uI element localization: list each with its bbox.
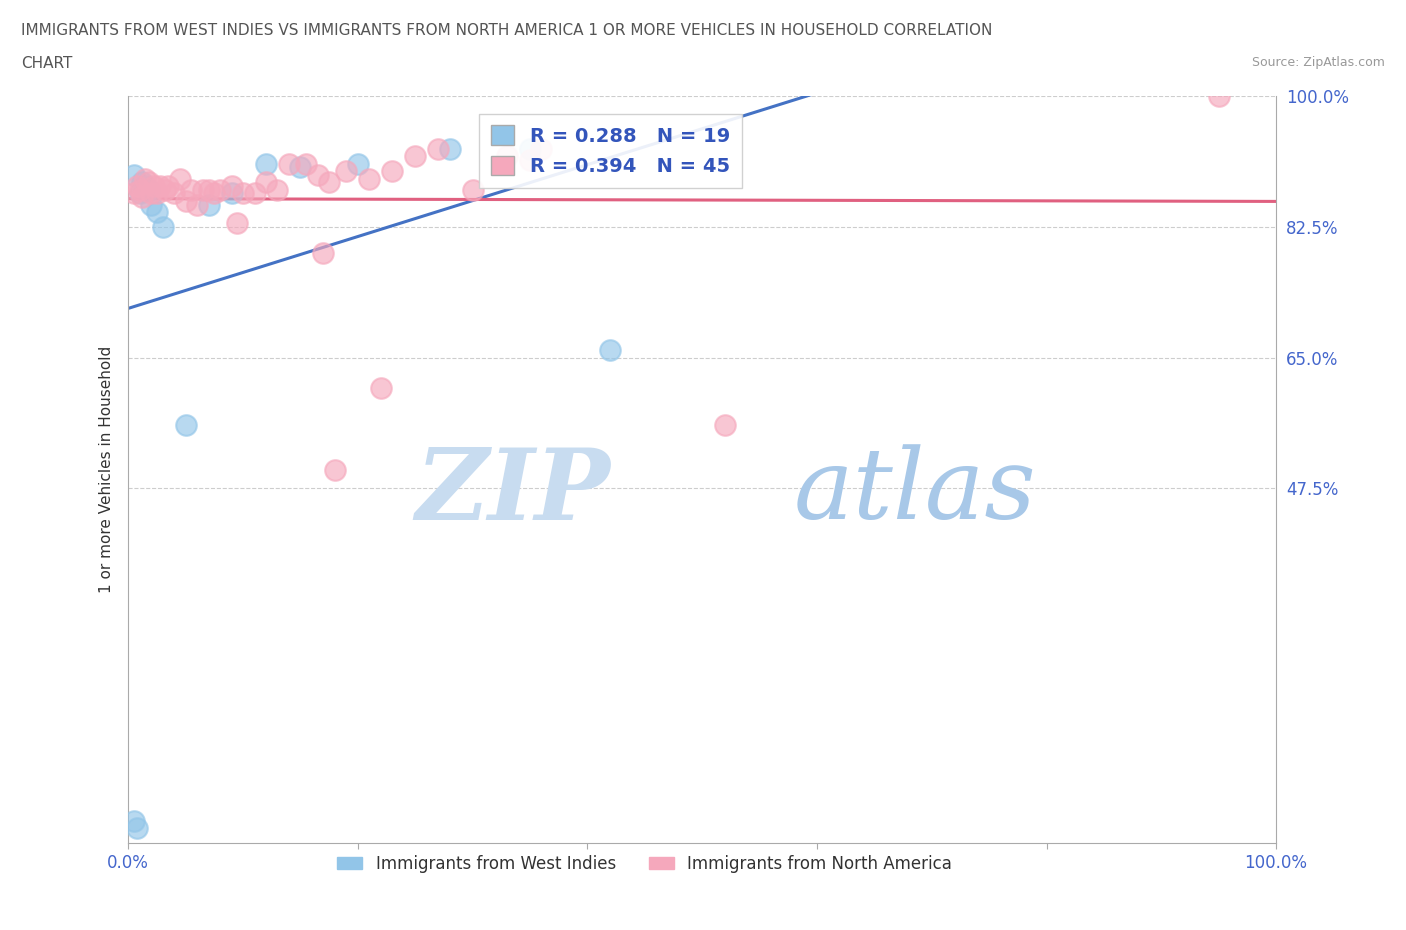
Point [128,186,150,201]
Point [290,160,312,175]
Point [149,179,172,193]
Point [131,175,153,190]
Text: IMMIGRANTS FROM WEST INDIES VS IMMIGRANTS FROM NORTH AMERICA 1 OR MORE VEHICLES : IMMIGRANTS FROM WEST INDIES VS IMMIGRANT… [21,23,993,38]
Text: CHART: CHART [21,56,73,71]
Point [221,186,243,201]
Point [157,179,180,193]
Point [312,246,335,260]
Point [163,186,186,201]
Point [254,156,277,171]
Point [202,186,225,201]
Point [243,186,266,201]
Point [461,182,484,197]
Point [191,182,214,197]
Point [146,186,169,201]
Point [127,821,149,836]
Point [359,171,381,186]
Point [122,814,145,829]
Point [169,171,191,186]
Point [519,153,541,167]
Point [370,380,392,395]
Point [278,156,301,171]
Point [138,182,160,197]
Text: Source: ZipAtlas.com: Source: ZipAtlas.com [1251,56,1385,69]
Point [295,156,318,171]
Point [209,182,232,197]
Point [197,197,219,212]
Point [254,175,277,190]
Text: atlas: atlas [794,445,1036,539]
Point [142,179,165,193]
Point [335,164,357,179]
Point [127,179,149,193]
Point [381,164,404,179]
Point [307,167,329,182]
Point [141,197,163,212]
Point [346,156,368,171]
Legend: Immigrants from West Indies, Immigrants from North America: Immigrants from West Indies, Immigrants … [330,848,959,880]
Point [186,197,208,212]
Point [232,186,254,201]
Point [530,141,553,156]
Point [128,182,150,197]
Point [174,193,197,208]
Point [1208,89,1230,104]
Point [318,175,340,190]
Point [146,205,169,219]
Point [152,219,174,234]
Point [138,175,160,190]
Point [266,182,288,197]
Point [134,171,156,186]
Point [496,149,519,164]
Point [714,418,737,432]
Point [519,141,541,156]
Point [122,186,145,201]
Point [226,216,249,231]
Point [439,141,461,156]
Point [180,182,202,197]
Point [153,182,176,197]
Point [134,179,156,193]
Point [122,167,145,182]
Point [131,190,153,205]
Point [141,186,163,201]
Text: ZIP: ZIP [415,444,610,540]
Point [197,182,219,197]
Point [599,343,621,358]
Point [323,462,346,477]
Y-axis label: 1 or more Vehicles in Household: 1 or more Vehicles in Household [100,346,114,593]
Point [404,149,426,164]
Point [174,418,197,432]
Point [221,179,243,193]
Point [427,141,450,156]
